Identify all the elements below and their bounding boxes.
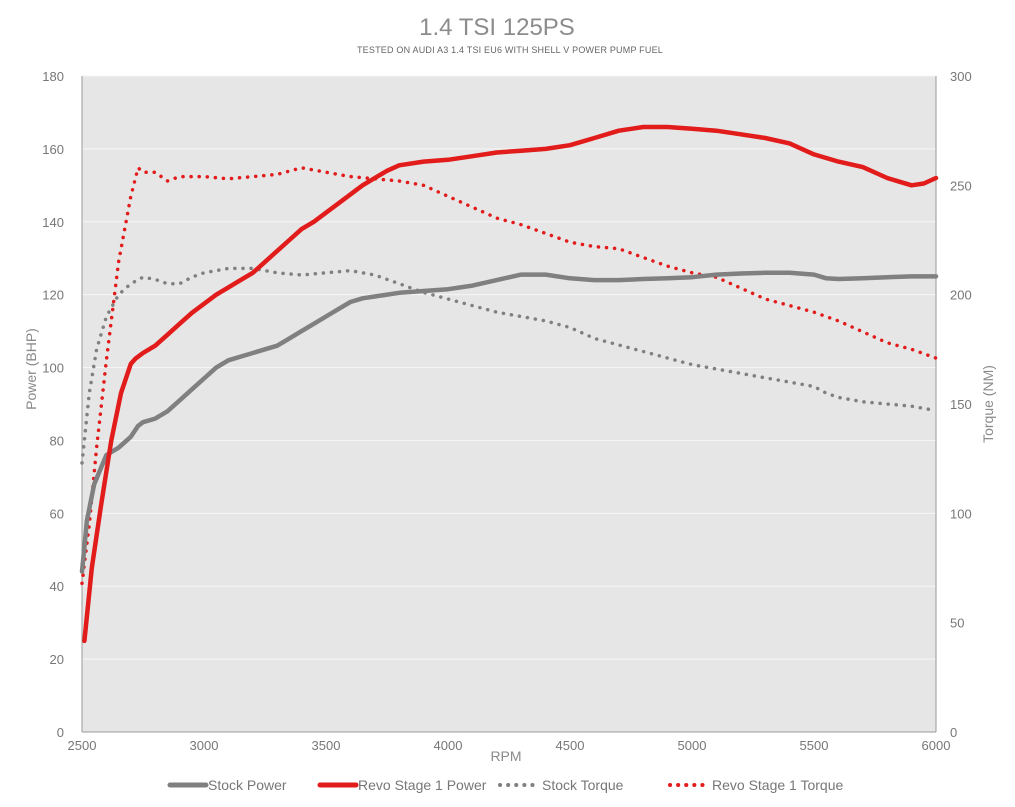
y-tick-label: 180 [42,69,64,84]
y-tick-label: 120 [42,288,64,303]
legend-label: Revo Stage 1 Torque [712,777,843,793]
y-tick-label: 80 [50,433,64,448]
plot-area [82,76,936,732]
y2-tick-label: 300 [950,69,972,84]
y2-axis-ticks: 0 50 100 150 200 250 300 [950,69,972,740]
y-tick-label: 0 [57,725,64,740]
legend-label: Stock Torque [542,777,624,793]
series-line-stock-power [79,270,939,574]
x-tick-label: 3000 [190,738,219,753]
x-axis-ticks: 2500 3000 3500 4000 4500 5000 5500 6000 [68,738,951,753]
chart-title: 1.4 TSI 125PS [419,14,575,41]
y-axis-label: Power (BHP) [23,328,39,410]
y-tick-label: 20 [50,652,64,667]
legend: Stock Power Revo Stage 1 Power Stock Torqu… [167,777,843,793]
legend-label: Revo Stage 1 Power [358,777,487,793]
series-line-revo-stage-1-power [82,124,939,644]
y-tick-label: 140 [42,215,64,230]
x-tick-label: 3500 [312,738,341,753]
y2-tick-label: 150 [950,397,972,412]
y-axis-ticks: 0 20 40 60 80 100 120 140 160 180 [42,69,64,740]
x-tick-label: 6000 [922,738,951,753]
y2-axis-label: Torque (NM) [980,365,996,443]
y-tick-label: 40 [50,579,64,594]
y-tick-label: 60 [50,506,64,521]
x-tick-label: 5500 [800,738,829,753]
series-lines [79,124,939,644]
x-tick-label: 4000 [434,738,463,753]
y2-tick-label: 0 [950,725,957,740]
x-tick-label: 2500 [68,738,97,753]
y2-tick-label: 100 [950,506,972,521]
y2-tick-label: 250 [950,178,972,193]
y-tick-label: 160 [42,142,64,157]
x-axis-label: RPM [490,748,521,764]
y2-tick-label: 200 [950,288,972,303]
y2-tick-label: 50 [950,616,964,631]
legend-label: Stock Power [208,777,287,793]
y-tick-label: 100 [42,361,64,376]
chart-subtitle: TESTED ON AUDI A3 1.4 TSI EU6 WITH SHELL… [357,45,663,55]
x-tick-label: 4500 [556,738,585,753]
gridlines [81,75,937,733]
x-tick-label: 5000 [678,738,707,753]
